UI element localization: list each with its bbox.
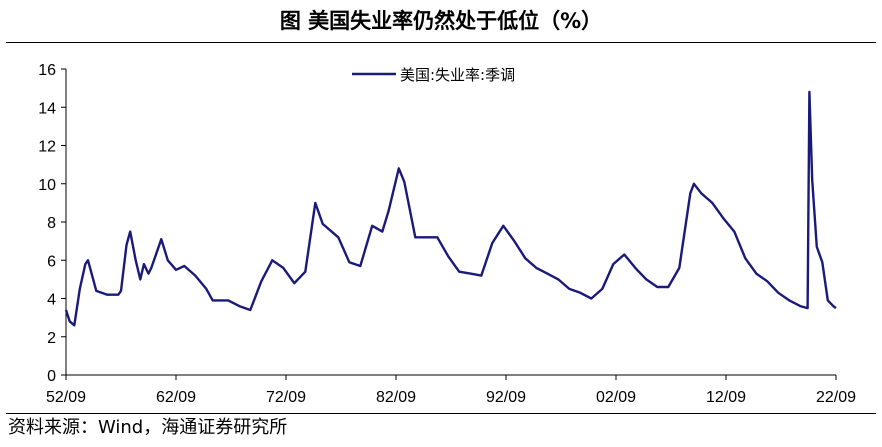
x-tick-label: 22/09 — [816, 389, 856, 406]
x-tick-label: 12/09 — [706, 389, 746, 406]
chart-title: 图 美国失业率仍然处于低位（%） — [279, 9, 603, 33]
source-note: 资料来源：Wind，海通证券研究所 — [8, 417, 288, 438]
x-tick-label: 72/09 — [266, 389, 306, 406]
x-tick-label: 92/09 — [486, 389, 526, 406]
y-tick-label: 0 — [47, 368, 56, 385]
series-line — [64, 90, 837, 327]
y-tick-label: 6 — [47, 253, 56, 270]
y-tick-label: 14 — [38, 100, 56, 117]
y-tick-label: 4 — [47, 292, 56, 309]
x-tick-label: 82/09 — [376, 389, 416, 406]
legend-label: 美国:失业率:季调 — [400, 66, 515, 84]
x-tick-label: 02/09 — [596, 389, 636, 406]
y-tick-label: 8 — [47, 215, 56, 232]
y-tick-label: 12 — [38, 139, 56, 156]
y-tick-label: 16 — [38, 62, 56, 79]
y-tick-label: 2 — [47, 330, 56, 347]
x-tick-label: 52/09 — [46, 389, 86, 406]
title-divider — [6, 42, 876, 43]
x-tick-label: 62/09 — [156, 389, 196, 406]
source-divider — [6, 413, 876, 414]
y-tick-label: 10 — [38, 177, 56, 194]
